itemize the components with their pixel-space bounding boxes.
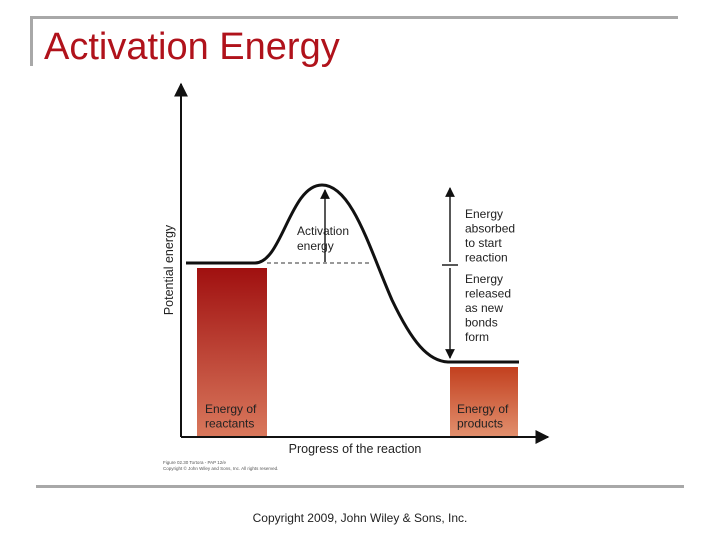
reactants-energy-label: Energy of reactants — [205, 402, 260, 431]
activation-energy-label: Activation energy — [297, 224, 352, 253]
frame-bottom-line — [36, 485, 684, 488]
products-energy-bar — [450, 367, 518, 437]
figure-credit-line-1: Figure 02.30 Tortora - PAP 12/e — [163, 460, 227, 465]
frame-top-line — [30, 16, 678, 19]
figure-credit-line-2: Copyright © John Wiley and Sons, Inc. Al… — [163, 465, 278, 471]
copyright-footer: Copyright 2009, John Wiley & Sons, Inc. — [252, 511, 468, 525]
x-axis-label: Progress of the reaction — [289, 442, 422, 456]
reactants-energy-bar — [197, 268, 267, 437]
energy-released-label: Energy released as new bonds form — [465, 272, 514, 344]
slide-title: Activation Energy — [44, 26, 340, 68]
frame-left-line — [30, 16, 33, 66]
energy-absorbed-label: Energy absorbed to start reaction — [465, 207, 518, 265]
products-energy-label: Energy of products — [457, 402, 512, 431]
y-axis-label: Potential energy — [162, 224, 176, 315]
energy-curve — [186, 183, 519, 364]
